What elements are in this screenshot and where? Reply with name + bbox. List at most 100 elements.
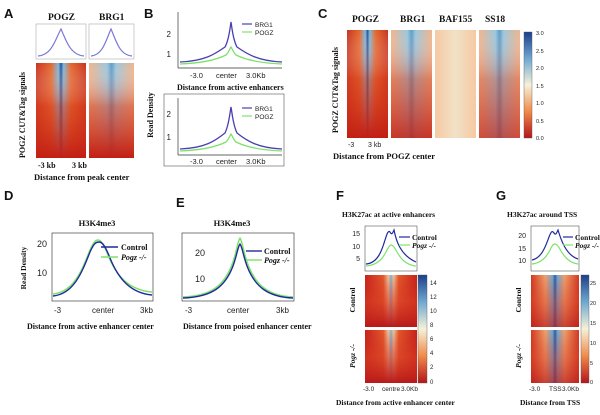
ylabel-d: Read Density [19,246,28,289]
col-title-c-brg1: BRG1 [400,15,426,25]
ytick-f-15: 15 [352,231,360,238]
ylabel-b: Read Density [146,92,155,138]
cbar-f-tick-12: 12 [430,295,437,301]
ytick-b-bottom-1: 1 [167,133,172,142]
xtick-f-left: -3.0 [363,386,375,393]
xtick-g-center: TSS [549,386,562,393]
curve-e-pogz [182,236,294,298]
panel-letter-f: F [336,188,344,203]
curve-b-top-pogz [179,46,283,65]
col-title-brg1: BRG1 [99,13,125,23]
xtick-a-left: -3 kb [38,161,56,170]
panel-letter-d: D [4,188,13,203]
col-title-c-baf155: BAF155 [439,15,473,25]
cbar-g-tick-15: 15 [590,321,596,327]
ylabel-a: POGZ CUT&Tag signals [18,72,27,158]
heatmap-c-baf155 [435,30,476,138]
xtick-b-top-center: center [216,71,237,80]
cbar-c-tick-2: 2.0 [536,66,544,72]
panel-a: A POGZ BRG1 POGZ CUT&Tag signals -3 kb 3… [4,6,135,182]
panel-letter-a: A [4,6,14,21]
heatmap-g-control-fade [531,275,579,327]
cbar-f-tick-14: 14 [430,281,437,287]
xtick-a-right: 3 kb [72,161,87,170]
curve-b-top-brg1 [179,21,283,63]
heatmap-a-pogz-fade [36,63,86,158]
ytick-f-5: 5 [356,256,360,263]
heatmap-f-control-fade [365,275,417,327]
title-d: H3K4me3 [79,218,116,228]
xlabel-a: Distance from peak center [34,172,130,182]
cbar-g-tick-20: 20 [590,301,596,307]
heatmap-c-brg1-fade [391,30,432,138]
xtick-d-left: -3 [54,306,62,315]
xtick-e-left: -3 [185,306,193,315]
rowlabel-f-pogz: Pogz -/- [348,344,357,368]
xlabel-e: Distance from poised enhancer center [183,322,312,331]
colorbar-f [417,274,428,384]
cbar-c-tick-5: 0.5 [536,119,544,125]
legend-f-pogz: Pogz -/- [412,241,436,250]
legend-g-pogz: Pogz -/- [575,241,599,250]
xtick-b-top-right: 3.0Kb [246,71,266,80]
panel-c: C POGZ BRG1 BAF155 SS18 3.0 2.5 2.0 1.5 … [318,6,544,161]
cbar-f-tick-6: 6 [430,337,434,343]
cbar-c-tick-0: 3.0 [536,31,544,37]
heatmap-g-pogz-fade [531,330,579,383]
col-title-c-pogz: POGZ [352,15,379,25]
xtick-c-right: 3 kb [368,142,381,149]
rowlabel-f-control: Control [348,288,357,313]
heatmap-c-ss18-fade [479,30,520,138]
curve-e-control [182,243,294,299]
xlabel-c: Distance from POGZ center [333,151,435,161]
xtick-e-right: 3kb [276,306,289,315]
col-title-c-ss18: SS18 [485,15,505,25]
xtick-g-left: -3.0 [529,386,541,393]
cbar-c-tick-1: 2.5 [536,49,544,55]
legend-b-top-pogz: POGZ [255,30,273,37]
panel-b: B Read Density 2 1 BRG1 POGZ -3.0 center… [144,6,285,167]
cbar-c-tick-4: 1.0 [536,101,544,107]
xtick-f-center: centre [382,386,400,393]
legend-e-pogz: Pogz -/- [264,256,290,265]
col-title-pogz: POGZ [48,13,75,23]
rowlabel-g-pogz: Pogz -/- [514,344,523,368]
frame-g-profile [530,225,580,272]
curve-f-control [365,228,417,265]
legend-g-control: Control [575,233,600,242]
curve-g-control [531,228,579,261]
xtick-f-right: 3.0Kb [401,386,418,393]
cbar-g-tick-10: 10 [590,341,596,347]
legend-b-bottom-pogz: POGZ [255,114,273,121]
title-g: H3K27ac around TSS [507,210,577,219]
panel-letter-e: E [176,195,185,210]
ytick-d-10: 10 [37,268,47,278]
colorbar-c [523,31,533,139]
ytick-b-top-2: 2 [167,30,172,39]
xlabel-b: Distance from active enhancers [177,83,284,92]
ytick-g-15: 15 [518,246,526,253]
cbar-f-tick-0: 0 [430,380,434,386]
cbar-c-tick-3: 1.5 [536,84,544,90]
heatmap-c-pogz-fade [347,30,388,138]
cbar-f-tick-4: 4 [430,351,434,357]
panel-f: F H3K27ac at active enhancers 15 10 5 Co… [336,188,456,407]
xtick-b-bottom-center: center [216,157,237,166]
panel-letter-b: B [144,6,153,21]
rowlabel-g-control: Control [514,288,523,313]
ytick-g-20: 20 [518,233,526,240]
title-f: H3K27ac at active enhancers [342,210,435,219]
legend-e-control: Control [264,247,291,256]
legend-d-pogz: Pogz -/- [121,253,147,262]
cbar-g-tick-25: 25 [590,281,596,287]
xtick-e-center: center [227,306,250,315]
frame-b-bottom [163,93,285,167]
curve-f-pogz [365,244,417,267]
panel-letter-c: C [318,6,328,21]
xtick-c-left: -3 [348,142,354,149]
legend-b-bottom-brg1: BRG1 [255,106,273,113]
ytick-e-10: 10 [195,274,205,284]
xlabel-d: Distance from active enhancer center [27,322,154,331]
cbar-f-tick-2: 2 [430,365,434,371]
